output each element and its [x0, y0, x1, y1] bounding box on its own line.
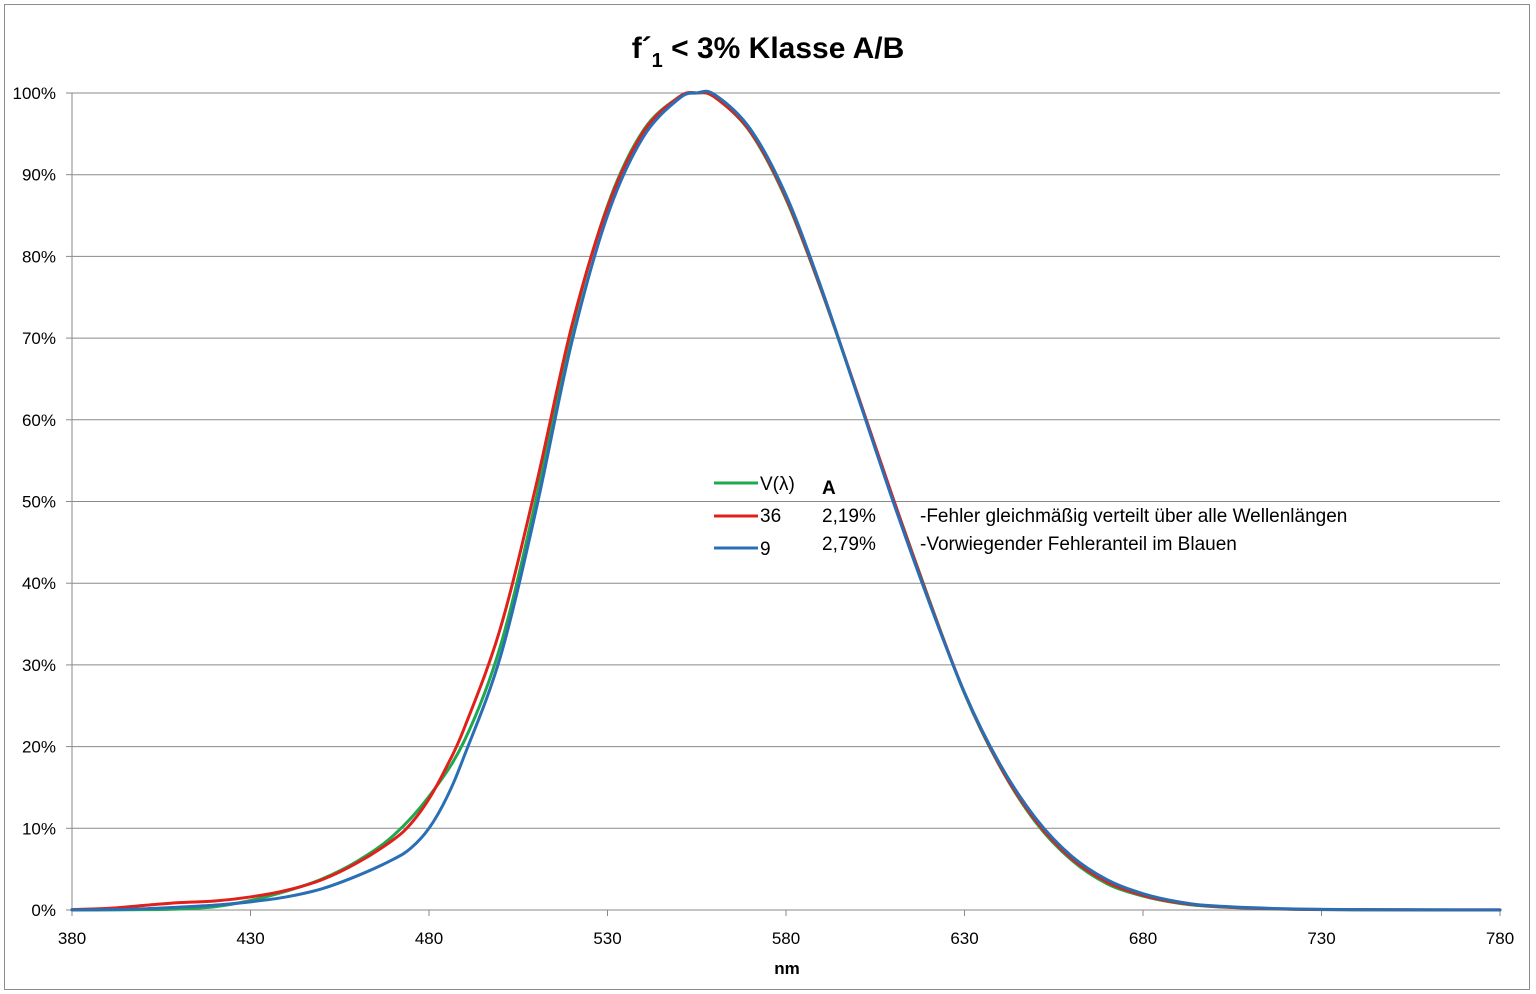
axes: 0% 10% 20% 30% 40% 50% 60% 70% 80% 90% 100% 380 430 4…: [13, 84, 1515, 948]
x-tick-label: 680: [1129, 929, 1157, 948]
x-tick-label: 730: [1307, 929, 1335, 948]
y-tick-label: 60%: [22, 411, 56, 430]
gridlines: [72, 92, 1500, 829]
y-tick-label: 50%: [22, 493, 56, 512]
chart-title: f´1 < 3% Klasse A/B: [632, 32, 905, 72]
x-tick-label: 580: [772, 929, 800, 948]
y-tick-label: 20%: [22, 738, 56, 757]
legend: A V(λ) 36 2,19% -Fehler gleichmäßig vert…: [714, 474, 1347, 560]
chart-title-subscript: 1: [652, 50, 663, 72]
y-tick-label: 70%: [22, 329, 56, 348]
x-tick-label: 380: [58, 929, 86, 948]
legend-column-header: A: [822, 478, 836, 499]
x-tick-label: 530: [593, 929, 621, 948]
x-tick-label: 480: [415, 929, 443, 948]
series-lines: [70, 89, 1502, 912]
legend-note-9: -Vorwiegender Fehleranteil im Blauen: [920, 534, 1237, 555]
y-tick-label: 0%: [31, 901, 56, 920]
chart-title-rest: < 3% Klasse A/B: [663, 32, 905, 65]
x-tick-label: 430: [236, 929, 264, 948]
legend-label-36: 36: [760, 506, 781, 527]
y-tick-label: 100%: [13, 84, 56, 103]
y-tick-label: 10%: [22, 819, 56, 838]
y-tick-label: 30%: [22, 656, 56, 675]
chart-title-main: f´: [632, 32, 652, 65]
legend-label-v-lambda: V(λ): [760, 474, 795, 495]
legend-value-36: 2,19%: [822, 506, 876, 527]
chart-frame: [4, 4, 1530, 990]
legend-value-9: 2,79%: [822, 534, 876, 555]
x-tick-label: 630: [950, 929, 978, 948]
legend-note-36: -Fehler gleichmäßig verteilt über alle W…: [920, 506, 1347, 527]
x-tick-label: 780: [1486, 929, 1514, 948]
x-axis-title: nm: [774, 959, 800, 978]
y-tick-label: 80%: [22, 247, 56, 266]
legend-label-9: 9: [760, 539, 771, 560]
y-tick-label: 40%: [22, 574, 56, 593]
y-tick-label: 90%: [22, 166, 56, 185]
series-line-9: [70, 89, 1502, 912]
